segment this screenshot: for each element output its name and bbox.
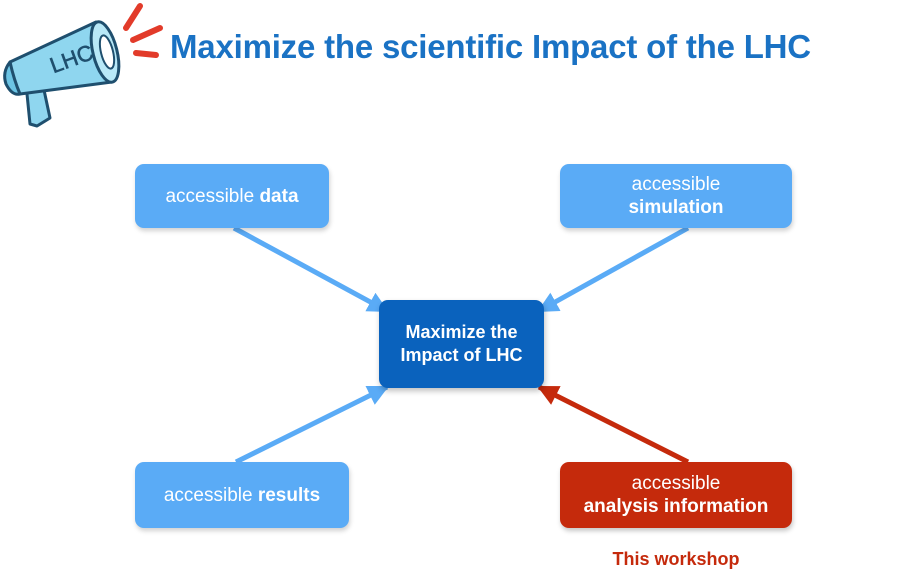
node-simulation-line1: accessible bbox=[631, 174, 721, 195]
node-data-text: accessible data bbox=[165, 185, 298, 208]
node-analysis-line1: accessible bbox=[631, 473, 721, 494]
node-simulation-line2: simulation bbox=[628, 197, 724, 218]
megaphone-icon: LHC bbox=[3, 3, 163, 128]
node-maximize-impact: Maximize the Impact of LHC bbox=[379, 300, 544, 388]
burst-marks bbox=[123, 3, 163, 58]
node-center-line1: Maximize the bbox=[405, 322, 518, 342]
arrow-data-to-center bbox=[232, 225, 389, 314]
node-accessible-simulation: accessible simulation bbox=[560, 164, 792, 228]
arrow-analysis-to-center bbox=[537, 384, 690, 465]
node-accessible-analysis-information: accessible analysis information bbox=[560, 462, 792, 528]
node-accessible-data: accessible data bbox=[135, 164, 329, 228]
arrow-simulation-to-center bbox=[537, 225, 690, 314]
arrow-results-to-center bbox=[234, 384, 389, 465]
node-analysis-line2: analysis information bbox=[583, 496, 769, 517]
node-center-line2: Impact of LHC bbox=[400, 345, 523, 365]
slide-title: Maximize the scientific Impact of the LH… bbox=[170, 28, 811, 65]
node-results-prefix: accessible bbox=[163, 484, 258, 506]
node-data-bold: data bbox=[259, 185, 299, 207]
node-results-text: accessible results bbox=[164, 484, 320, 507]
node-results-bold: results bbox=[257, 484, 321, 506]
node-accessible-results: accessible results bbox=[135, 462, 349, 528]
workshop-note: This workshop bbox=[612, 549, 740, 569]
node-data-prefix: accessible bbox=[165, 185, 260, 207]
